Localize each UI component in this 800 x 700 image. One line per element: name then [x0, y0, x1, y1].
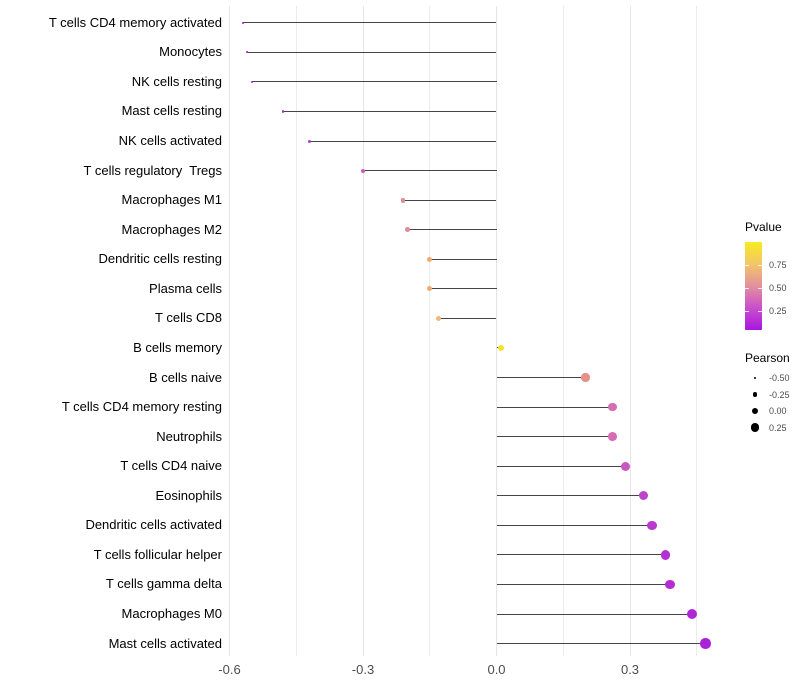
category-label: Dendritic cells activated	[85, 517, 222, 533]
category-label: Mast cells activated	[108, 635, 222, 651]
category-label: T cells CD4 memory resting	[61, 399, 222, 415]
pearson-size-label: -0.50	[769, 373, 790, 383]
category-label: B cells memory	[133, 339, 222, 355]
data-point	[497, 344, 505, 352]
data-point	[241, 21, 244, 24]
gridline	[229, 6, 230, 656]
gridline	[295, 6, 297, 656]
data-point	[427, 286, 433, 292]
category-label: T cells CD4 naive	[120, 458, 222, 474]
stem-line	[496, 465, 626, 467]
data-point	[660, 549, 671, 560]
data-point	[581, 373, 590, 382]
colorbar-tick	[758, 287, 762, 289]
data-point	[687, 608, 698, 620]
stem-line	[403, 199, 497, 201]
stem-line	[407, 229, 497, 231]
x-tick-label: 0.3	[620, 662, 640, 677]
category-label: Macrophages M2	[121, 221, 222, 237]
stem-line	[496, 643, 706, 645]
pearson-legend-title: Pearson	[745, 351, 790, 365]
pvalue-legend-title: Pvalue	[745, 220, 782, 234]
data-point	[427, 256, 433, 262]
stem-line	[496, 613, 693, 615]
pvalue-colorbar	[745, 242, 762, 330]
stem-line	[496, 524, 653, 526]
stem-line	[282, 110, 497, 112]
category-label: T cells CD4 memory activated	[48, 14, 222, 30]
pearson-size-label: -0.25	[769, 389, 790, 400]
pearson-size-label: 0.25	[769, 422, 787, 433]
x-tick-label: -0.6	[218, 662, 241, 677]
category-label: NK cells activated	[118, 133, 222, 149]
pvalue-tick-label: 0.50	[769, 282, 787, 293]
data-point	[400, 197, 406, 203]
pearson-size-label: 0.00	[769, 406, 787, 417]
data-point	[405, 227, 410, 233]
category-label: Eosinophils	[155, 487, 223, 503]
pvalue-tick-label: 0.75	[769, 259, 787, 270]
data-point	[638, 491, 649, 501]
stem-line	[438, 317, 497, 319]
gridline	[629, 6, 631, 656]
category-label: Plasma cells	[149, 280, 222, 296]
data-point	[665, 579, 675, 590]
gridline	[562, 6, 564, 656]
stem-line	[496, 554, 666, 556]
colorbar-tick	[745, 264, 749, 266]
gridline	[362, 6, 364, 656]
stem-line	[429, 288, 497, 290]
data-point	[647, 520, 657, 531]
data-point	[246, 51, 249, 54]
category-label: Macrophages M1	[121, 192, 222, 208]
stem-line	[309, 140, 497, 142]
stem-line	[496, 583, 671, 585]
colorbar-tick	[758, 310, 762, 312]
data-point	[360, 168, 366, 173]
data-point	[435, 315, 442, 322]
stem-line	[429, 258, 497, 260]
category-label: B cells naive	[149, 369, 222, 385]
x-tick-label: -0.3	[351, 662, 375, 677]
colorbar-tick	[745, 310, 749, 312]
stem-line	[247, 51, 497, 53]
stem-line	[496, 406, 613, 408]
data-point	[250, 80, 253, 83]
category-label: NK cells resting	[131, 73, 222, 89]
x-tick-label: 0.0	[487, 662, 506, 677]
category-label: Macrophages M0	[121, 606, 222, 621]
pvalue-tick-label: 0.25	[769, 305, 787, 316]
pearson-size-dot	[753, 376, 757, 380]
data-point	[607, 432, 617, 442]
category-label: T cells regulatory Tregs	[83, 162, 222, 178]
category-label: Mast cells resting	[121, 103, 222, 119]
stem-line	[251, 81, 497, 83]
stem-line	[496, 377, 586, 379]
category-label: Monocytes	[159, 44, 222, 60]
stem-line	[496, 495, 644, 497]
category-label: Neutrophils	[156, 428, 222, 444]
stem-line	[242, 22, 497, 24]
stem-line	[496, 436, 613, 438]
category-label: T cells gamma delta	[105, 576, 222, 592]
pearson-size-dot	[752, 392, 758, 397]
data-point	[281, 110, 285, 113]
gridline	[696, 6, 698, 656]
colorbar-tick	[745, 287, 749, 289]
gridline	[429, 6, 431, 656]
colorbar-tick	[758, 264, 762, 266]
category-label: T cells follicular helper	[93, 546, 222, 562]
data-point	[700, 638, 711, 649]
stem-line	[363, 170, 497, 172]
pearson-size-dot	[751, 407, 759, 415]
category-label: Dendritic cells resting	[98, 251, 222, 267]
data-point	[621, 461, 631, 471]
data-point	[308, 139, 312, 143]
pearson-size-dot	[750, 423, 760, 433]
data-point	[607, 402, 617, 412]
category-label: T cells CD8	[155, 310, 222, 326]
gridline	[496, 6, 497, 656]
